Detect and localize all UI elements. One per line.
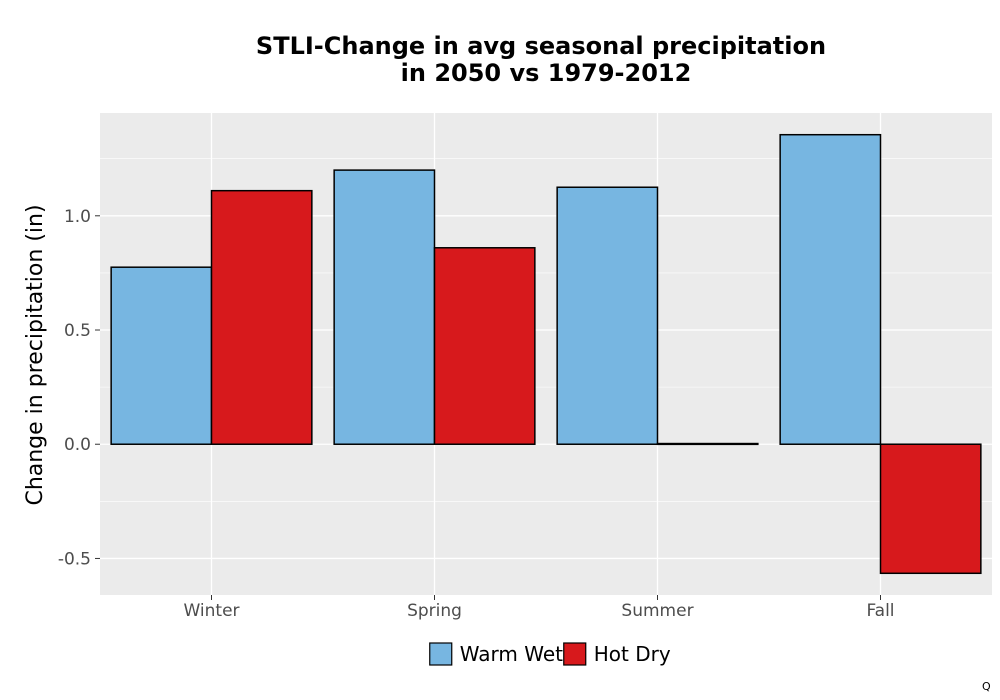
bar-hot-dry-summer (656, 442, 759, 446)
legend-label: Hot Dry (594, 642, 671, 666)
y-tick-label: -0.5 (58, 549, 91, 569)
bar-hot-dry-fall (879, 443, 982, 575)
x-tick-label: Fall (866, 601, 894, 621)
corner-mark: Q (982, 680, 991, 693)
bars (110, 133, 982, 575)
bar-warm-wet-spring (333, 169, 436, 445)
legend-key-hot-dry (563, 642, 587, 666)
y-tick-label: 0.5 (64, 321, 91, 341)
x-tick-label: Winter (183, 601, 239, 621)
y-axis: -0.5 0.0 0.5 1.0 (58, 207, 100, 569)
chart-title: STLI-Change in avg seasonal precipitatio… (256, 32, 826, 60)
bar-hot-dry-winter (210, 189, 313, 445)
y-tick-label: 0.0 (64, 435, 91, 455)
x-axis: Winter Spring Summer Fall (183, 595, 895, 621)
legend-key-warm-wet (429, 642, 453, 666)
bar-warm-wet-fall (779, 133, 882, 445)
x-tick-label: Summer (621, 601, 693, 621)
bar-hot-dry-spring (433, 247, 536, 445)
y-axis-title: Change in precipitation (in) (23, 204, 48, 505)
bar-warm-wet-winter (110, 266, 213, 445)
legend: Warm Wet Hot Dry (429, 642, 671, 666)
chart-subtitle: in 2050 vs 1979-2012 (401, 59, 692, 87)
bar-warm-wet-summer (556, 186, 659, 445)
x-tick-label: Spring (407, 601, 462, 621)
legend-label: Warm Wet (460, 642, 563, 666)
y-tick-label: 1.0 (64, 207, 91, 227)
